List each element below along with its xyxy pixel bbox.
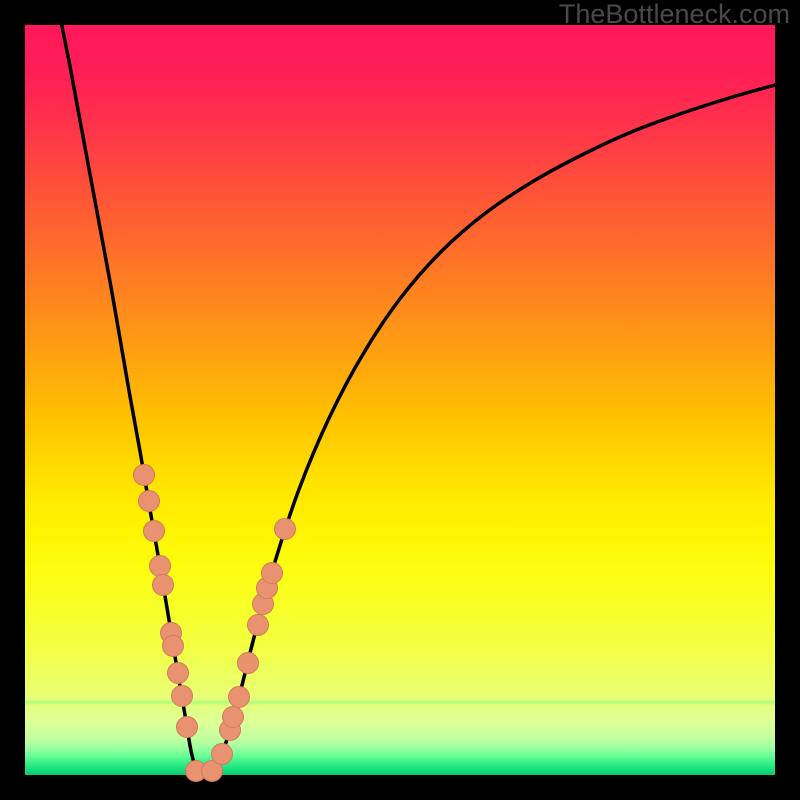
data-point	[133, 464, 155, 486]
data-point	[162, 635, 184, 657]
data-point	[222, 706, 244, 728]
data-point	[176, 716, 198, 738]
chart-container: TheBottleneck.com	[0, 0, 800, 800]
data-point	[247, 614, 269, 636]
data-point	[152, 574, 174, 596]
data-point	[228, 686, 250, 708]
data-point	[171, 685, 193, 707]
watermark: TheBottleneck.com	[559, 0, 790, 30]
data-point	[143, 520, 165, 542]
data-point	[211, 743, 233, 765]
data-point	[138, 490, 160, 512]
data-point	[274, 518, 296, 540]
data-point	[237, 652, 259, 674]
data-point	[261, 562, 283, 584]
gradient-background	[25, 25, 775, 775]
data-point	[167, 662, 189, 684]
